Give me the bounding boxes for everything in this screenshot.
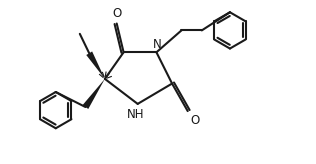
Text: O: O xyxy=(112,7,121,20)
Text: O: O xyxy=(190,114,199,127)
Polygon shape xyxy=(82,79,105,109)
Text: NH: NH xyxy=(127,108,145,121)
Text: N: N xyxy=(153,38,161,51)
Polygon shape xyxy=(86,51,105,79)
